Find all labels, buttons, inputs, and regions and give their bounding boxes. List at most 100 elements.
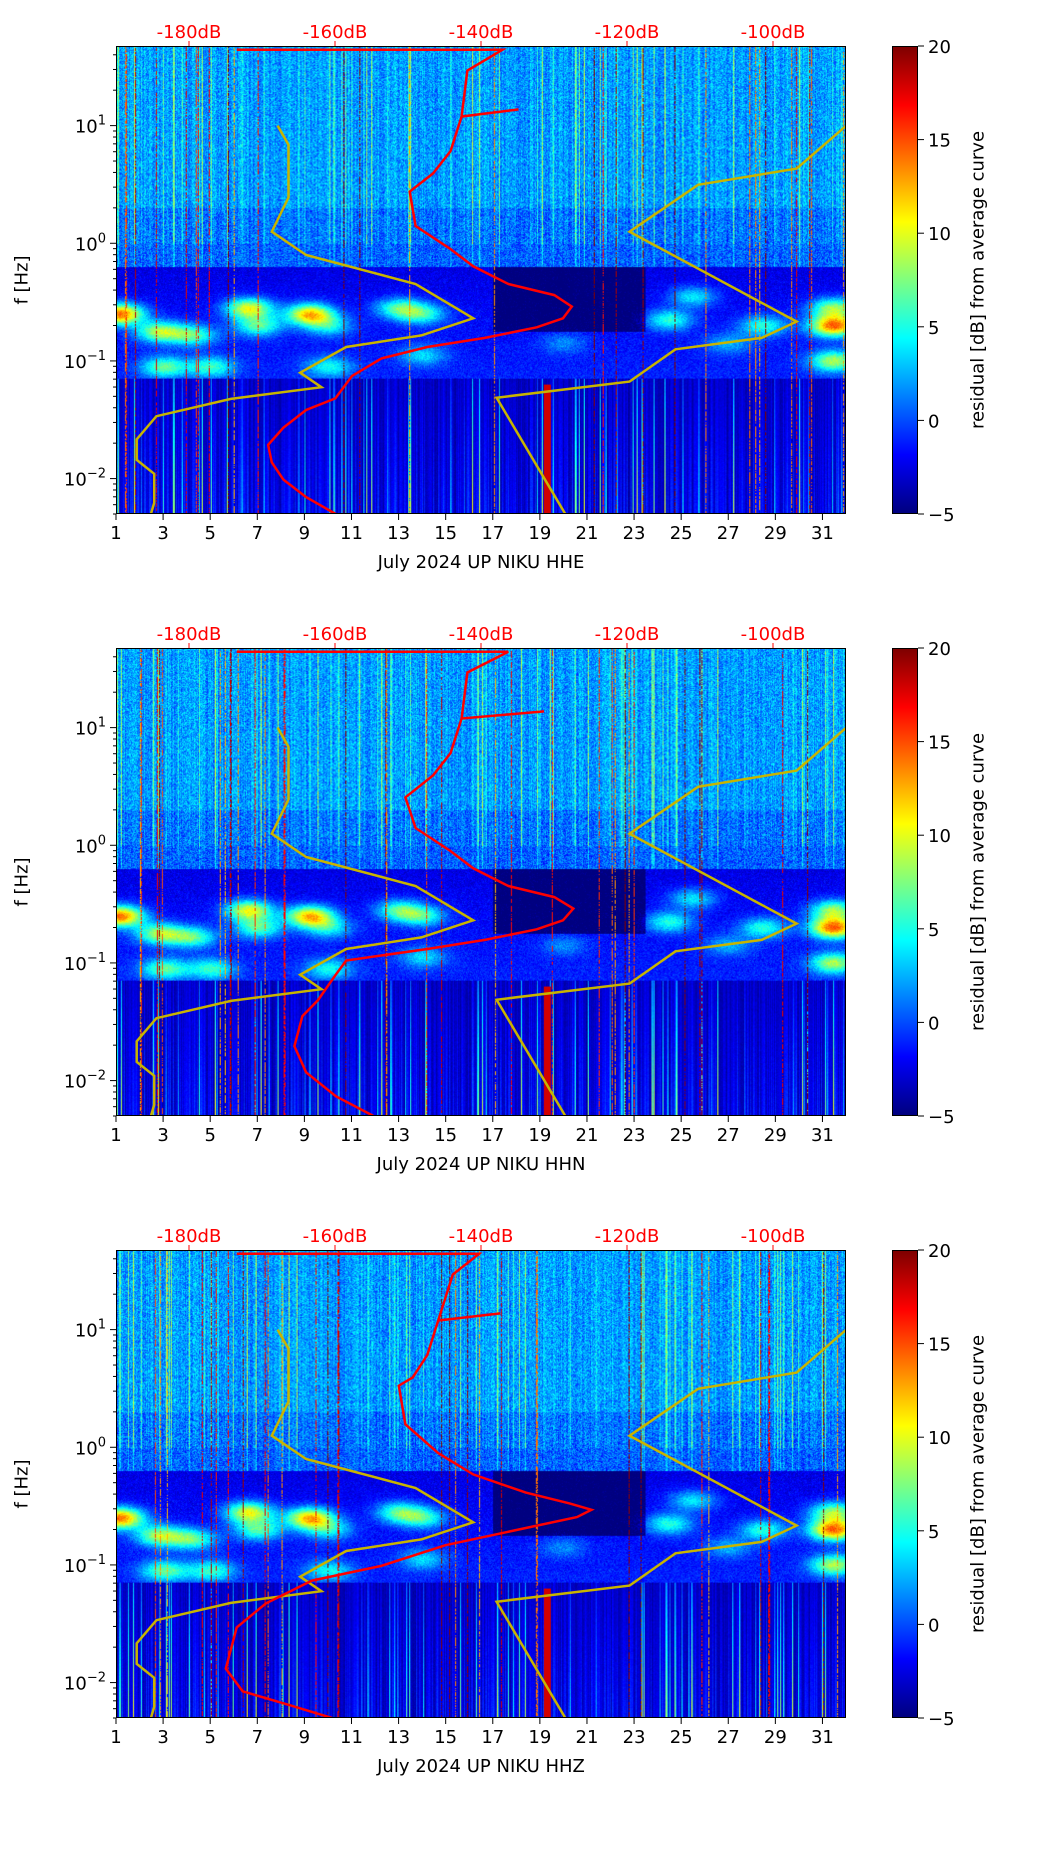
top-db-tick-label: -160dB [303,624,368,645]
y-tick-label: 10−2 [64,1671,106,1695]
x-tick-label: 21 [576,1125,599,1146]
y-tick-label: 10−1 [64,349,106,373]
top-db-tick-label: -120dB [595,22,660,43]
y-tick-label: 100 [75,1435,106,1459]
x-tick-label: 31 [811,1125,834,1146]
x-tick-label: 17 [481,523,504,544]
x-tick-label: 23 [623,523,646,544]
nlnm-curve [135,726,477,1115]
colorbar-tick-label: 15 [928,1335,951,1356]
curves-layer [135,650,845,1115]
x-tick-label: 23 [623,1125,646,1146]
x-axis-label: July 2024 UP NIKU HHN [376,1154,586,1175]
x-tick-label: 27 [717,1727,740,1748]
x-tick-label: 25 [670,523,693,544]
colorbar [892,46,918,514]
x-tick-label: 31 [811,1727,834,1748]
nhnm-curve [494,125,845,513]
top-db-tick-label: -180dB [157,624,222,645]
x-tick-label: 13 [387,1727,410,1748]
nhnm-curve [494,1329,845,1717]
top-db-tick-label: -160dB [303,1226,368,1247]
panel-hhn: 1 3 5 7 9 11 13 15 17 19 21 23 25 27 29 31 10−2 10−1 100 10… [0,624,1052,1248]
average-psd-curve [236,650,576,1115]
top-db-tick-label: -100dB [741,22,806,43]
x-tick-label: 13 [387,1125,410,1146]
colorbar-tick-label: 10 [928,826,951,847]
x-tick-label: 15 [434,523,457,544]
x-tick-label: 31 [811,523,834,544]
colorbar-label: residual [dB] from average curve [967,1334,989,1634]
top-db-tick-label: -160dB [303,22,368,43]
colorbar-tick-label: 0 [928,1615,939,1636]
x-tick-label: 3 [157,1125,168,1146]
x-tick-label: 5 [204,523,215,544]
y-tick-label: 101 [75,716,106,740]
colorbar-tick-label: 5 [928,318,939,339]
x-tick-label: 15 [434,1727,457,1748]
axes: 1 3 5 7 9 11 13 15 17 19 21 23 25 27 29 3110−210−110010… [64,1226,955,1748]
x-tick-label: 7 [252,1125,263,1146]
x-tick-label: 3 [157,1727,168,1748]
x-tick-label: 21 [576,1727,599,1748]
y-tick-label: 100 [75,833,106,857]
top-db-tick-label: -120dB [595,1226,660,1247]
panel-hhz: 1 3 5 7 9 11 13 15 17 19 21 23 25 27 29 31 10−2 10−1 100 10… [0,1226,1052,1850]
x-tick-label: 25 [670,1727,693,1748]
colorbar-tick-label: 15 [928,131,951,152]
x-tick-label: 7 [252,523,263,544]
colorbar-tick-label: −5 [928,1709,955,1730]
curves-layer [135,48,845,513]
colorbar-tick-label: 0 [928,411,939,432]
x-tick-label: 19 [528,1727,551,1748]
x-tick-label: 3 [157,523,168,544]
x-tick-label: 17 [481,1727,504,1748]
x-tick-label: 15 [434,1125,457,1146]
top-db-tick-label: -140dB [449,624,514,645]
average-psd-curve [236,48,574,513]
x-tick-label: 5 [204,1727,215,1748]
y-axis-label: f [Hz] [11,857,33,907]
x-tick-label: 5 [204,1125,215,1146]
colorbar-label: residual [dB] from average curve [967,130,989,430]
colorbar-tick-label: 10 [928,1428,951,1449]
x-axis-label: July 2024 UP NIKU HHE [377,552,585,573]
y-tick-label: 10−2 [64,1069,106,1093]
colorbar-tick-label: −5 [928,505,955,526]
colorbar [892,648,918,1116]
x-tick-label: 29 [764,1727,787,1748]
top-db-tick-label: -140dB [449,1226,514,1247]
y-tick-label: 100 [75,231,106,255]
top-db-tick-label: -180dB [157,22,222,43]
colorbar-tick-label: 15 [928,733,951,754]
y-axis-label: f [Hz] [11,255,33,305]
colorbar-tick-label: 10 [928,224,951,245]
y-tick-label: 10−1 [64,951,106,975]
top-db-tick-label: -100dB [741,1226,806,1247]
colorbar-label: residual [dB] from average curve [967,732,989,1032]
nhnm-curve [494,727,845,1115]
x-tick-label: 17 [481,1125,504,1146]
y-tick-label: 10−1 [64,1553,106,1577]
x-tick-label: 11 [340,1727,363,1748]
y-axis-label: f [Hz] [11,1459,33,1509]
x-tick-label: 27 [717,523,740,544]
x-tick-label: 19 [528,523,551,544]
colorbar-tick-label: 5 [928,1522,939,1543]
axes: 1 3 5 7 9 11 13 15 17 19 21 23 25 27 29 3110−210−110010… [64,22,955,544]
curves-layer [135,1252,845,1717]
x-tick-label: 9 [299,523,310,544]
colorbar-tick-label: 5 [928,920,939,941]
x-tick-label: 11 [340,1125,363,1146]
x-tick-label: 9 [299,1727,310,1748]
x-tick-label: 23 [623,1727,646,1748]
average-psd-curve [224,1252,595,1717]
panel-hhe: 1 3 5 7 9 11 13 15 17 19 21 23 25 27 29 31 10−2 10−1 100 10… [0,22,1052,646]
x-tick-label: 1 [110,1727,121,1748]
x-tick-label: 7 [252,1727,263,1748]
spectrogram-plot [116,1250,846,1718]
top-db-tick-label: -180dB [157,1226,222,1247]
colorbar-tick-label: 20 [928,639,951,660]
x-tick-label: 1 [110,1125,121,1146]
top-db-tick-label: -120dB [595,624,660,645]
